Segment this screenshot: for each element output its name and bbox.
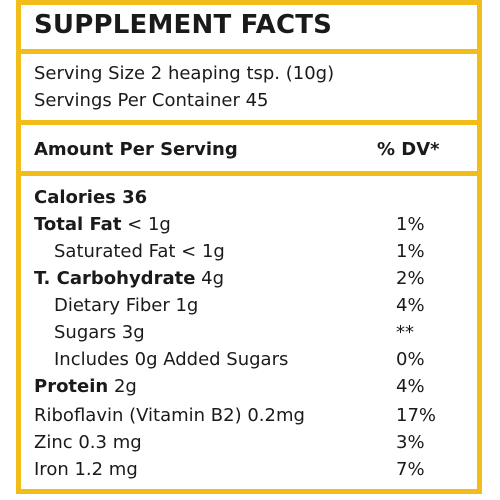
nutrient-row-added-sugars: Includes 0g Added Sugars 0% xyxy=(34,349,474,373)
nutrient-dv: 1% xyxy=(396,241,425,262)
nutrient-row-iron: Iron 1.2 mg 7% xyxy=(34,459,474,483)
nutrient-amount: Dietary Fiber 1g xyxy=(54,295,199,316)
nutrient-row-dietary-fiber: Dietary Fiber 1g 4% xyxy=(34,295,474,319)
nutrient-name: Protein xyxy=(34,376,109,397)
nutrient-dv: 1% xyxy=(396,214,425,235)
calories-text: Calories 36 xyxy=(34,187,148,208)
amount-per-serving-heading: Amount Per Serving xyxy=(34,139,238,160)
nutrient-dv: 4% xyxy=(396,295,425,316)
nutrient-dv: 2% xyxy=(396,268,425,289)
nutrient-amount: Iron 1.2 mg xyxy=(34,459,138,480)
serving-size: Serving Size 2 heaping tsp. (10g) xyxy=(34,63,335,84)
nutrient-row-total-fat: Total Fat < 1g 1% xyxy=(34,214,474,238)
nutrient-amount: < 1g xyxy=(121,214,171,235)
nutrient-row-carbohydrate: T. Carbohydrate 4g 2% xyxy=(34,268,474,292)
nutrient-row-protein: Protein 2g 4% xyxy=(34,376,474,400)
divider-serving xyxy=(16,120,482,125)
nutrient-dv: 17% xyxy=(396,405,437,426)
nutrient-amount: Riboflavin (Vitamin B2) 0.2mg xyxy=(34,405,305,426)
nutrient-dv: 7% xyxy=(396,459,425,480)
nutrient-amount: Zinc 0.3 mg xyxy=(34,432,142,453)
daily-value-heading: % DV* xyxy=(377,139,440,160)
nutrient-amount: 4g xyxy=(195,268,225,289)
nutrient-name: T. Carbohydrate xyxy=(34,268,196,289)
servings-per-container: Servings Per Container 45 xyxy=(34,90,269,111)
nutrient-dv: 0% xyxy=(396,349,425,370)
nutrient-row-riboflavin: Riboflavin (Vitamin B2) 0.2mg 17% xyxy=(34,405,474,429)
nutrient-dv: 3% xyxy=(396,432,425,453)
nutrient-row-saturated-fat: Saturated Fat < 1g 1% xyxy=(34,241,474,265)
nutrient-row-sugars: Sugars 3g ** xyxy=(34,322,474,346)
divider-header xyxy=(16,171,482,176)
nutrient-amount: Sugars 3g xyxy=(54,322,145,343)
label-title: SUPPLEMENT FACTS xyxy=(34,10,333,40)
calories-row: Calories 36 xyxy=(34,187,474,211)
nutrient-amount: Includes 0g Added Sugars xyxy=(54,349,289,370)
nutrient-amount: 2g xyxy=(108,376,137,397)
nutrient-dv: 4% xyxy=(396,376,425,397)
nutrient-row-zinc: Zinc 0.3 mg 3% xyxy=(34,432,474,456)
label-frame xyxy=(16,0,482,494)
nutrient-amount: Saturated Fat < 1g xyxy=(54,241,225,262)
nutrient-dv: ** xyxy=(396,322,414,343)
nutrient-name: Total Fat xyxy=(34,214,122,235)
divider-title xyxy=(16,49,482,54)
